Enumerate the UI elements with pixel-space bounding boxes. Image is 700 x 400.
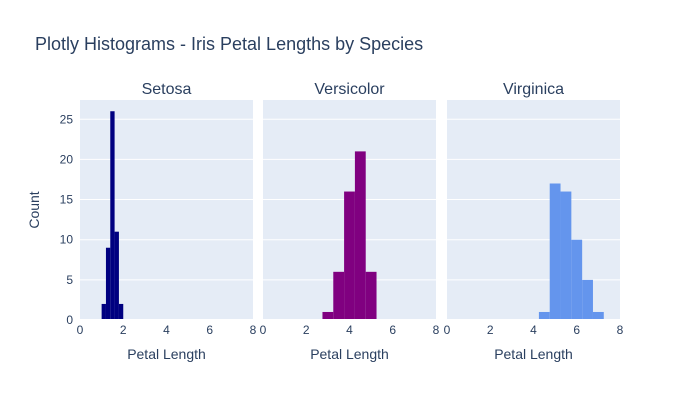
x-tick-label: 0 <box>77 323 84 337</box>
bar-setosa-0 <box>101 303 106 320</box>
x-tick-label: 4 <box>163 323 170 337</box>
plot-area-virginica <box>447 100 620 320</box>
bar-setosa-1 <box>105 247 111 320</box>
subplot-virginica: Virginica 0 2 4 6 8 Petal Length <box>444 81 624 362</box>
subplot-versicolor: Versicolor 0 2 4 6 8 Petal Length <box>260 81 440 362</box>
x-tick-label: 2 <box>487 323 494 337</box>
x-axis-title-virginica: Petal Length <box>494 346 573 362</box>
bar-virginica-4 <box>582 279 593 320</box>
subplot-setosa: Setosa 0 2 4 6 8 Petal Length 0 5 10 15 20 25 <box>60 81 257 362</box>
bar-virginica-2 <box>560 191 572 320</box>
x-tick-label: 8 <box>250 323 257 337</box>
bar-virginica-5 <box>592 311 604 320</box>
y-tick-label: 25 <box>60 112 74 126</box>
bar-virginica-3 <box>571 239 583 320</box>
subplot-title-versicolor: Versicolor <box>314 81 385 98</box>
x-tick-label: 6 <box>389 323 396 337</box>
bar-versicolor-3 <box>354 151 366 320</box>
bar-setosa-4 <box>118 303 124 320</box>
x-tick-label: 6 <box>573 323 580 337</box>
bar-versicolor-1 <box>333 271 345 320</box>
y-axis-title: Count <box>26 191 42 228</box>
x-tick-label: 4 <box>346 323 353 337</box>
subplot-title-setosa: Setosa <box>142 81 192 98</box>
bar-virginica-0 <box>538 311 550 320</box>
bar-versicolor-4 <box>365 271 377 320</box>
x-tick-label: 0 <box>444 323 451 337</box>
bar-setosa-3 <box>114 231 119 320</box>
y-tick-label: 15 <box>60 193 74 207</box>
subplot-title-virginica: Virginica <box>503 81 564 98</box>
x-tick-label: 2 <box>303 323 310 337</box>
x-tick-label: 4 <box>530 323 537 337</box>
x-tick-label: 8 <box>617 323 624 337</box>
bar-versicolor-0 <box>322 311 334 320</box>
y-tick-label: 20 <box>60 152 74 166</box>
bar-virginica-1 <box>549 183 561 320</box>
bar-setosa-2 <box>110 111 115 320</box>
x-axis-title-setosa: Petal Length <box>127 346 206 362</box>
y-tick-label: 0 <box>66 313 73 327</box>
x-tick-label: 2 <box>120 323 127 337</box>
y-tick-label: 10 <box>60 233 74 247</box>
x-tick-label: 0 <box>260 323 267 337</box>
chart-title: Plotly Histograms - Iris Petal Lengths b… <box>35 34 423 54</box>
y-tick-label: 5 <box>66 273 73 287</box>
x-axis-title-versicolor: Petal Length <box>310 346 389 362</box>
bar-versicolor-2 <box>344 191 355 320</box>
x-tick-label: 6 <box>206 323 213 337</box>
x-tick-label: 8 <box>433 323 440 337</box>
